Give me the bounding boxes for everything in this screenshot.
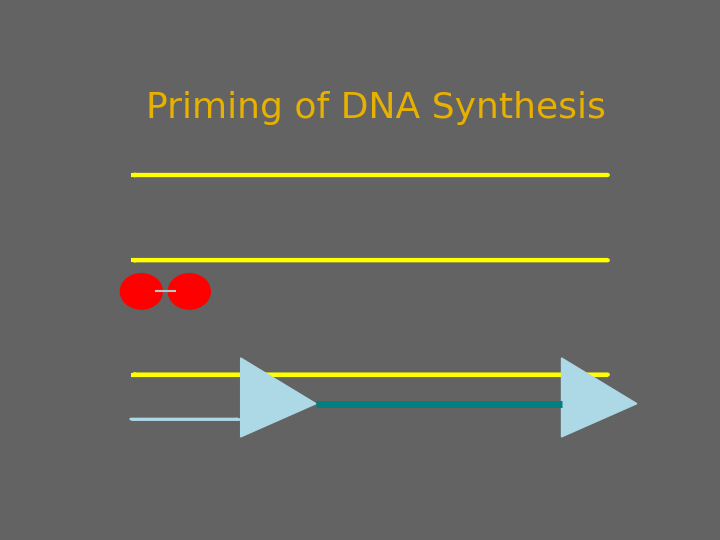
Text: Priming of DNA Synthesis: Priming of DNA Synthesis [145, 91, 606, 125]
Ellipse shape [120, 274, 162, 309]
Ellipse shape [168, 274, 210, 309]
Polygon shape [240, 358, 316, 437]
Polygon shape [562, 358, 637, 437]
